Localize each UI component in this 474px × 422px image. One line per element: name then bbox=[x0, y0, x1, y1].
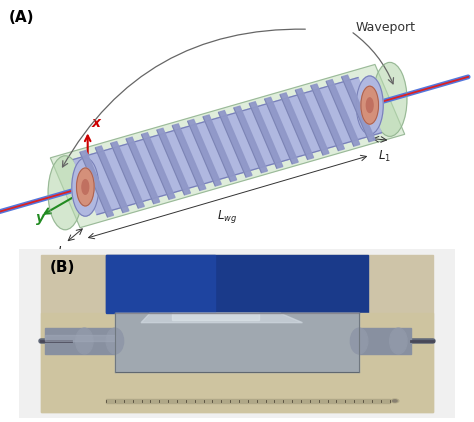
Text: x: x bbox=[91, 116, 100, 130]
Polygon shape bbox=[157, 128, 191, 195]
Text: (A): (A) bbox=[9, 10, 34, 25]
Polygon shape bbox=[249, 102, 283, 168]
Text: $L_1$: $L_1$ bbox=[378, 149, 391, 164]
Polygon shape bbox=[311, 84, 344, 151]
Polygon shape bbox=[111, 142, 144, 208]
Polygon shape bbox=[19, 249, 455, 418]
Text: (B): (B) bbox=[49, 260, 75, 275]
Polygon shape bbox=[95, 146, 129, 213]
Ellipse shape bbox=[82, 180, 89, 194]
Polygon shape bbox=[73, 78, 382, 214]
Polygon shape bbox=[45, 328, 115, 354]
Polygon shape bbox=[45, 335, 115, 341]
Ellipse shape bbox=[361, 86, 379, 124]
Ellipse shape bbox=[76, 168, 94, 206]
Text: $L_1$: $L_1$ bbox=[57, 244, 70, 260]
Polygon shape bbox=[106, 255, 368, 314]
Polygon shape bbox=[172, 124, 206, 190]
Polygon shape bbox=[188, 119, 221, 186]
Polygon shape bbox=[326, 80, 360, 146]
Text: Waveport: Waveport bbox=[356, 21, 416, 34]
Polygon shape bbox=[234, 106, 267, 173]
Text: $L_{wg}$: $L_{wg}$ bbox=[218, 208, 237, 225]
Polygon shape bbox=[295, 89, 329, 155]
Polygon shape bbox=[106, 399, 390, 403]
Ellipse shape bbox=[76, 328, 93, 354]
Polygon shape bbox=[203, 115, 237, 181]
Ellipse shape bbox=[48, 156, 82, 230]
Polygon shape bbox=[106, 255, 215, 314]
Polygon shape bbox=[41, 255, 433, 411]
Polygon shape bbox=[141, 314, 302, 323]
Ellipse shape bbox=[356, 76, 383, 134]
Polygon shape bbox=[80, 151, 113, 217]
Ellipse shape bbox=[72, 158, 99, 216]
Polygon shape bbox=[342, 75, 375, 142]
Ellipse shape bbox=[366, 98, 373, 113]
Polygon shape bbox=[280, 93, 314, 160]
Polygon shape bbox=[172, 314, 259, 319]
Polygon shape bbox=[50, 65, 405, 228]
Polygon shape bbox=[41, 314, 433, 411]
Ellipse shape bbox=[392, 400, 397, 402]
Polygon shape bbox=[359, 328, 411, 354]
Ellipse shape bbox=[390, 328, 407, 354]
Ellipse shape bbox=[106, 328, 124, 354]
Ellipse shape bbox=[350, 328, 368, 354]
Ellipse shape bbox=[391, 399, 399, 403]
Text: y: y bbox=[36, 211, 45, 225]
Ellipse shape bbox=[373, 62, 407, 136]
Polygon shape bbox=[126, 137, 160, 204]
Polygon shape bbox=[141, 133, 175, 199]
Polygon shape bbox=[219, 111, 252, 177]
Polygon shape bbox=[264, 97, 298, 164]
Polygon shape bbox=[115, 314, 359, 372]
